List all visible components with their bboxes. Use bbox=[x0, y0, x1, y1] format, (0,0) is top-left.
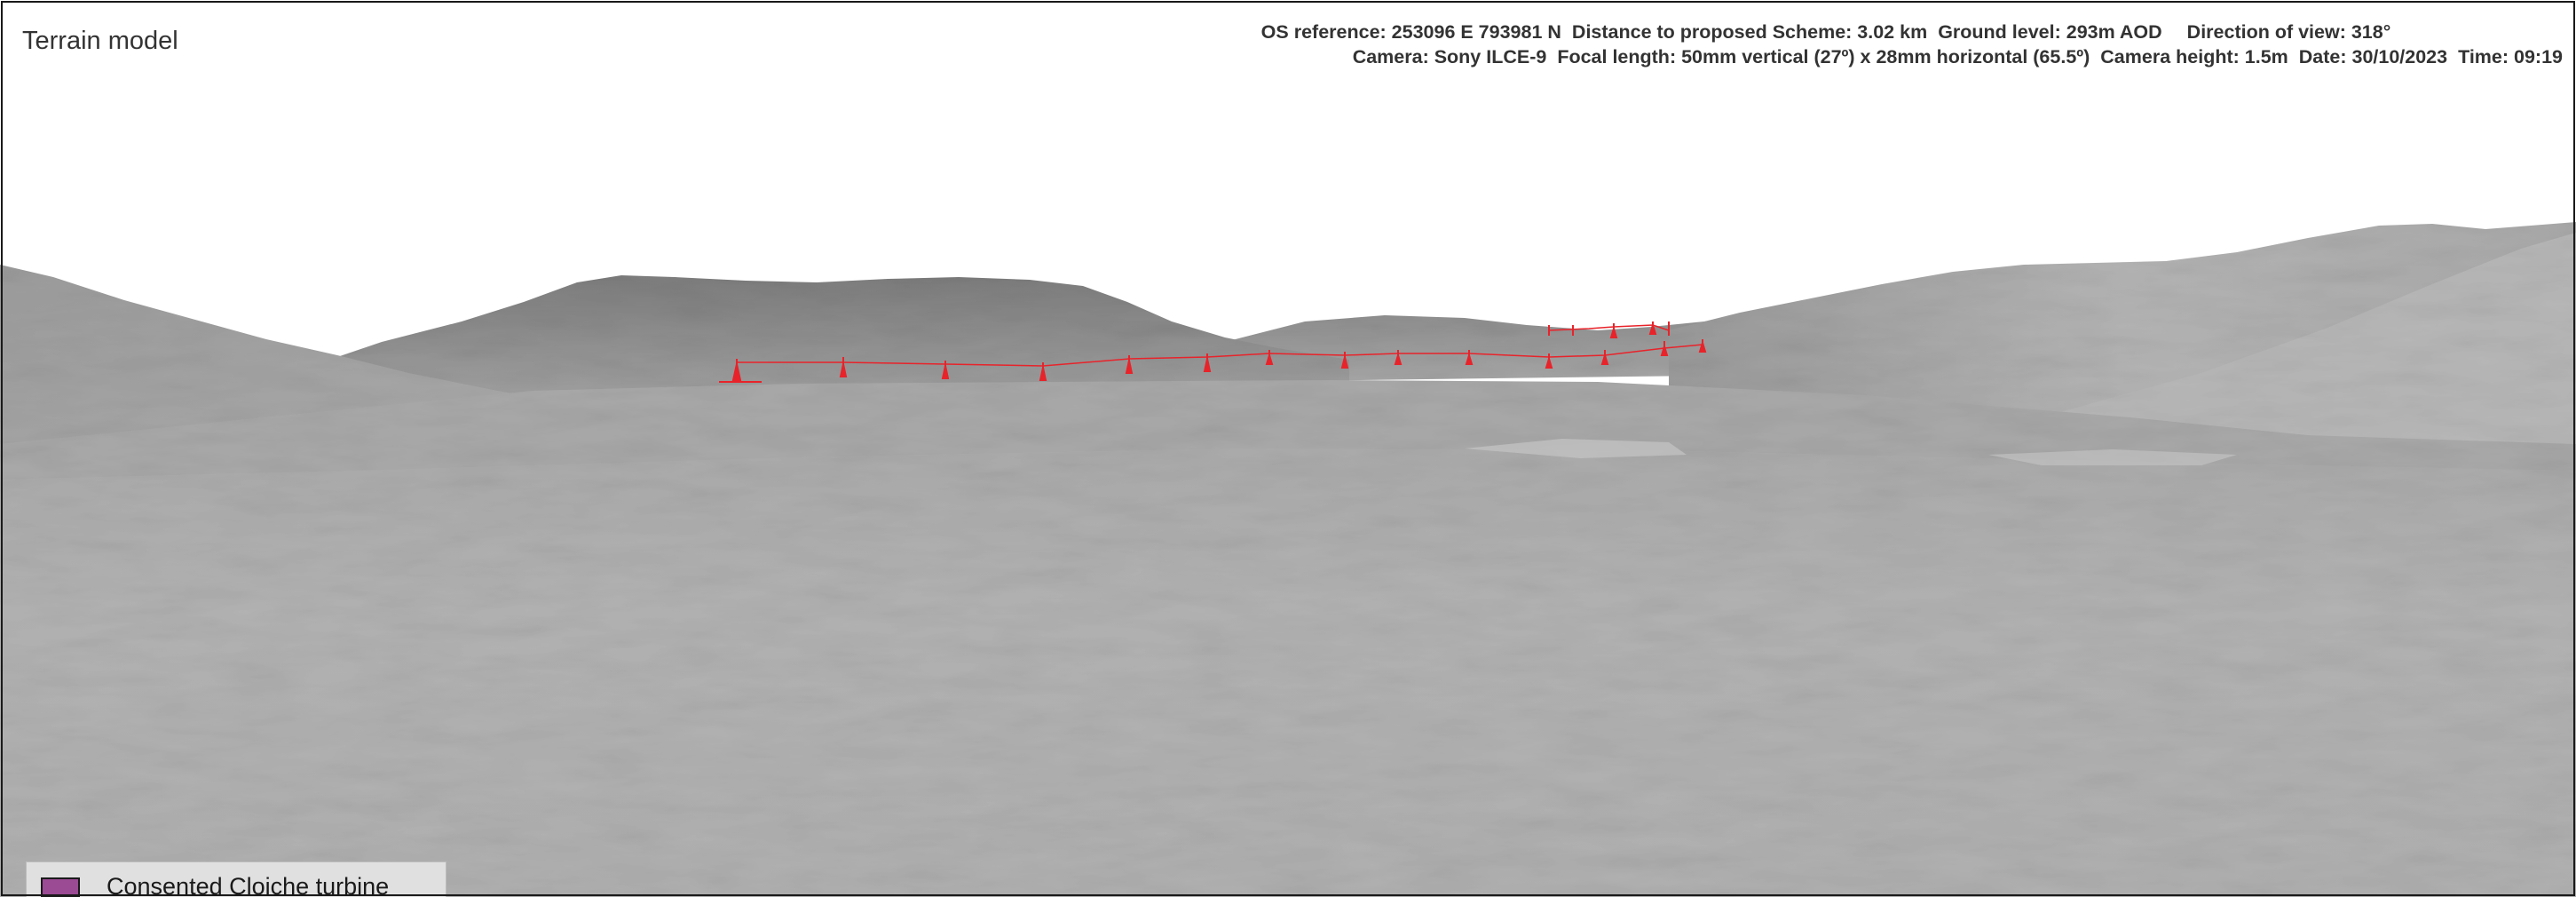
viewpoint-info-line-1: OS reference: 253096 E 793981 N Distance… bbox=[1125, 20, 2563, 44]
wireline-turbine bbox=[1465, 350, 1474, 365]
left-hill bbox=[337, 275, 1349, 404]
legend-item: Consented Cloiche turbine bbox=[41, 873, 389, 897]
wireline-turbine bbox=[1600, 350, 1609, 365]
ground-level: Ground level: 293m AOD bbox=[1938, 21, 2162, 43]
wireline-turbine bbox=[1609, 323, 1618, 338]
os-reference: OS reference: 253096 E 793981 N bbox=[1260, 21, 1561, 43]
wireline-turbine bbox=[1340, 352, 1349, 369]
wireline-turbine bbox=[1394, 350, 1403, 365]
viewpoint-info-line-2: Camera: Sony ILCE-9 Focal length: 50mm v… bbox=[1125, 44, 2563, 69]
viewpoint-info: OS reference: 253096 E 793981 N Distance… bbox=[1125, 20, 2563, 69]
legend-swatch bbox=[41, 877, 80, 897]
distance-to-scheme: Distance to proposed Scheme: 3.02 km bbox=[1571, 21, 1928, 43]
camera-model: Camera: Sony ILCE-9 bbox=[1352, 46, 1547, 67]
capture-date: Date: 30/10/2023 bbox=[2298, 46, 2448, 67]
focal-length: Focal length: 50mm vertical (27º) x 28mm… bbox=[1557, 46, 2090, 67]
wireline-turbine bbox=[719, 359, 762, 383]
wireline-turbine bbox=[941, 361, 950, 379]
legend: Consented Cloiche turbine bbox=[26, 861, 446, 897]
light-patch bbox=[1465, 439, 1687, 458]
wireline-turbine bbox=[1125, 355, 1134, 374]
wireline-turbine bbox=[839, 357, 848, 377]
panel-title: Terrain model bbox=[22, 27, 178, 55]
wireline-turbine bbox=[1660, 341, 1669, 356]
wireline-turbine bbox=[1203, 353, 1212, 372]
wireline-turbine bbox=[1545, 353, 1553, 369]
legend-label: Consented Cloiche turbine bbox=[107, 873, 390, 897]
wireline-turbine bbox=[1265, 350, 1274, 365]
wireline-turbine bbox=[1698, 339, 1707, 353]
direction-of-view: Direction of view: 318° bbox=[2186, 21, 2391, 43]
wireline-turbine bbox=[1648, 321, 1657, 335]
camera-height: Camera height: 1.5m bbox=[2100, 46, 2288, 67]
light-patch bbox=[1988, 449, 2237, 465]
wireline-turbine bbox=[1039, 362, 1047, 381]
capture-time: Time: 09:19 bbox=[2458, 46, 2563, 67]
proposed-scheme-wireline bbox=[719, 321, 1707, 383]
foreground-plain bbox=[0, 448, 2576, 897]
